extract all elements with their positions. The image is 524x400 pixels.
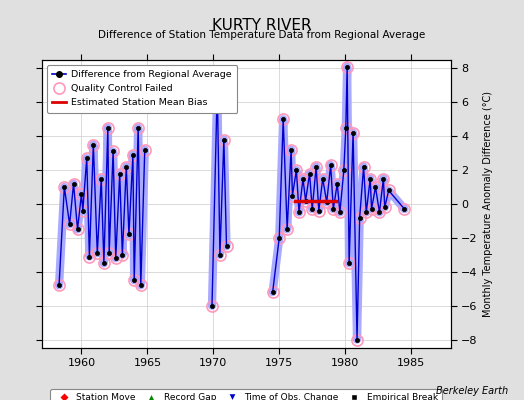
Text: Berkeley Earth: Berkeley Earth xyxy=(436,386,508,396)
Text: Difference of Station Temperature Data from Regional Average: Difference of Station Temperature Data f… xyxy=(99,30,425,40)
Y-axis label: Monthly Temperature Anomaly Difference (°C): Monthly Temperature Anomaly Difference (… xyxy=(483,91,493,317)
Legend: Station Move, Record Gap, Time of Obs. Change, Empirical Break: Station Move, Record Gap, Time of Obs. C… xyxy=(50,389,442,400)
Text: KURTY RIVER: KURTY RIVER xyxy=(212,18,312,33)
